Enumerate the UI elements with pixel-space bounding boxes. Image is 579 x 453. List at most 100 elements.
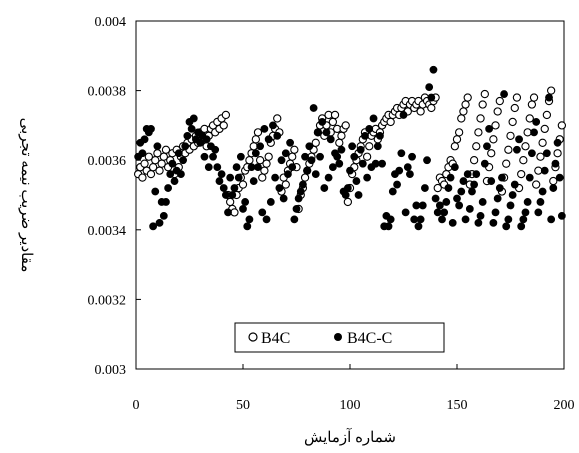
data-point-b4c-c — [438, 215, 446, 224]
data-point-b4c-c — [219, 184, 228, 192]
data-point-b4c-c — [168, 159, 177, 168]
data-point-b4c — [510, 103, 519, 113]
data-point-b4c — [517, 169, 526, 179]
data-point-b4c-c — [521, 208, 530, 217]
data-point-b4c-c — [429, 65, 438, 74]
data-point-b4c — [491, 121, 500, 130]
data-point-b4c-c — [478, 198, 487, 206]
data-point-b4c — [226, 197, 235, 207]
data-point-b4c — [495, 96, 504, 106]
data-point-b4c-c — [204, 163, 213, 172]
data-point-b4c — [463, 93, 472, 102]
data-point-b4c-c — [281, 149, 290, 158]
data-point-b4c-c — [271, 173, 279, 182]
data-point-b4c — [365, 142, 374, 151]
data-point-b4c — [161, 145, 171, 154]
data-point-b4c-c — [474, 218, 483, 227]
data-point-b4c-c — [301, 152, 309, 161]
data-point-b4c — [245, 156, 254, 165]
data-point-b4c-c — [500, 90, 508, 98]
data-point-b4c — [144, 152, 153, 161]
data-point-b4c-c — [337, 145, 346, 154]
y-tick-label: 0.0032 — [88, 293, 127, 308]
data-point-b4c-c — [369, 114, 378, 123]
data-point-b4c — [251, 135, 260, 144]
data-point-b4c-c — [316, 152, 324, 161]
data-point-b4c-c — [427, 93, 436, 102]
data-point-b4c-c — [322, 128, 331, 137]
data-point-b4c-c — [217, 170, 226, 179]
data-point-b4c-c — [528, 149, 536, 158]
y-tick-label: 0.0036 — [88, 154, 127, 169]
data-point-b4c-c — [215, 177, 224, 185]
data-point-b4c — [427, 103, 436, 113]
legend-marker-b4c-c — [334, 333, 342, 341]
data-point-b4c-c — [348, 142, 357, 151]
data-point-b4c — [472, 142, 481, 151]
data-point-b4c — [386, 117, 395, 127]
data-point-b4c — [538, 138, 547, 147]
data-point-b4c-c — [487, 177, 496, 185]
data-point-b4c — [519, 156, 528, 165]
data-point-b4c — [469, 156, 479, 165]
y-tick-label: 0.004 — [95, 15, 127, 30]
data-point-b4c-c — [277, 156, 286, 165]
data-point-b4c-c — [457, 187, 466, 196]
data-point-b4c-c — [151, 187, 160, 196]
data-point-b4c-c — [517, 222, 526, 231]
data-point-b4c-c — [525, 173, 534, 182]
data-point-b4c-c — [147, 124, 155, 133]
data-point-b4c — [335, 138, 344, 147]
data-point-b4c-c — [519, 215, 528, 224]
data-point-b4c-c — [294, 194, 303, 203]
data-point-b4c-c — [557, 211, 566, 220]
data-point-b4c-c — [179, 156, 187, 165]
data-point-b4c-c — [495, 184, 504, 192]
data-point-b4c-c — [412, 201, 421, 210]
data-point-b4c — [337, 131, 346, 140]
data-point-b4c — [258, 173, 267, 182]
data-point-b4c-c — [313, 128, 322, 137]
data-point-b4c — [542, 110, 552, 120]
data-point-b4c-c — [209, 152, 217, 161]
data-point-b4c-c — [177, 170, 185, 179]
data-point-b4c-c — [354, 191, 363, 199]
data-point-b4c — [476, 114, 485, 123]
data-point-b4c — [262, 159, 271, 168]
data-point-b4c-c — [378, 159, 386, 168]
data-point-b4c-c — [538, 187, 547, 196]
data-point-b4c — [553, 149, 562, 158]
data-point-b4c — [416, 107, 425, 116]
data-point-b4c-c — [446, 173, 455, 182]
data-point-b4c-c — [397, 149, 406, 158]
data-point-b4c-c — [307, 156, 316, 165]
data-point-b4c-c — [138, 149, 147, 158]
data-point-b4c — [433, 183, 442, 193]
data-point-b4c-c — [406, 170, 414, 179]
data-point-b4c-c — [450, 163, 459, 172]
data-point-b4c-c — [279, 194, 288, 203]
data-point-b4c-c — [275, 184, 284, 192]
data-point-b4c-c — [243, 222, 252, 231]
data-point-b4c-c — [224, 208, 232, 217]
data-point-b4c — [281, 180, 290, 189]
data-point-b4c-c — [183, 131, 192, 140]
data-point-b4c-c — [459, 177, 468, 185]
data-point-b4c — [502, 159, 511, 168]
data-point-b4c-c — [485, 124, 493, 133]
x-tick-label: 0 — [133, 398, 140, 413]
data-point-b4c-c — [553, 138, 562, 147]
data-point-b4c — [487, 149, 496, 158]
data-point-b4c-c — [241, 198, 250, 206]
data-point-b4c — [474, 128, 483, 137]
data-point-b4c-c — [335, 159, 344, 168]
legend-marker-b4c — [248, 332, 258, 342]
data-point-b4c-c — [273, 131, 282, 140]
data-point-b4c-c — [299, 180, 307, 189]
data-point-b4c-c — [174, 149, 183, 158]
data-point-b4c-c — [435, 201, 444, 210]
data-point-b4c — [557, 121, 567, 130]
data-point-b4c-c — [502, 222, 511, 231]
data-point-b4c — [452, 135, 462, 144]
